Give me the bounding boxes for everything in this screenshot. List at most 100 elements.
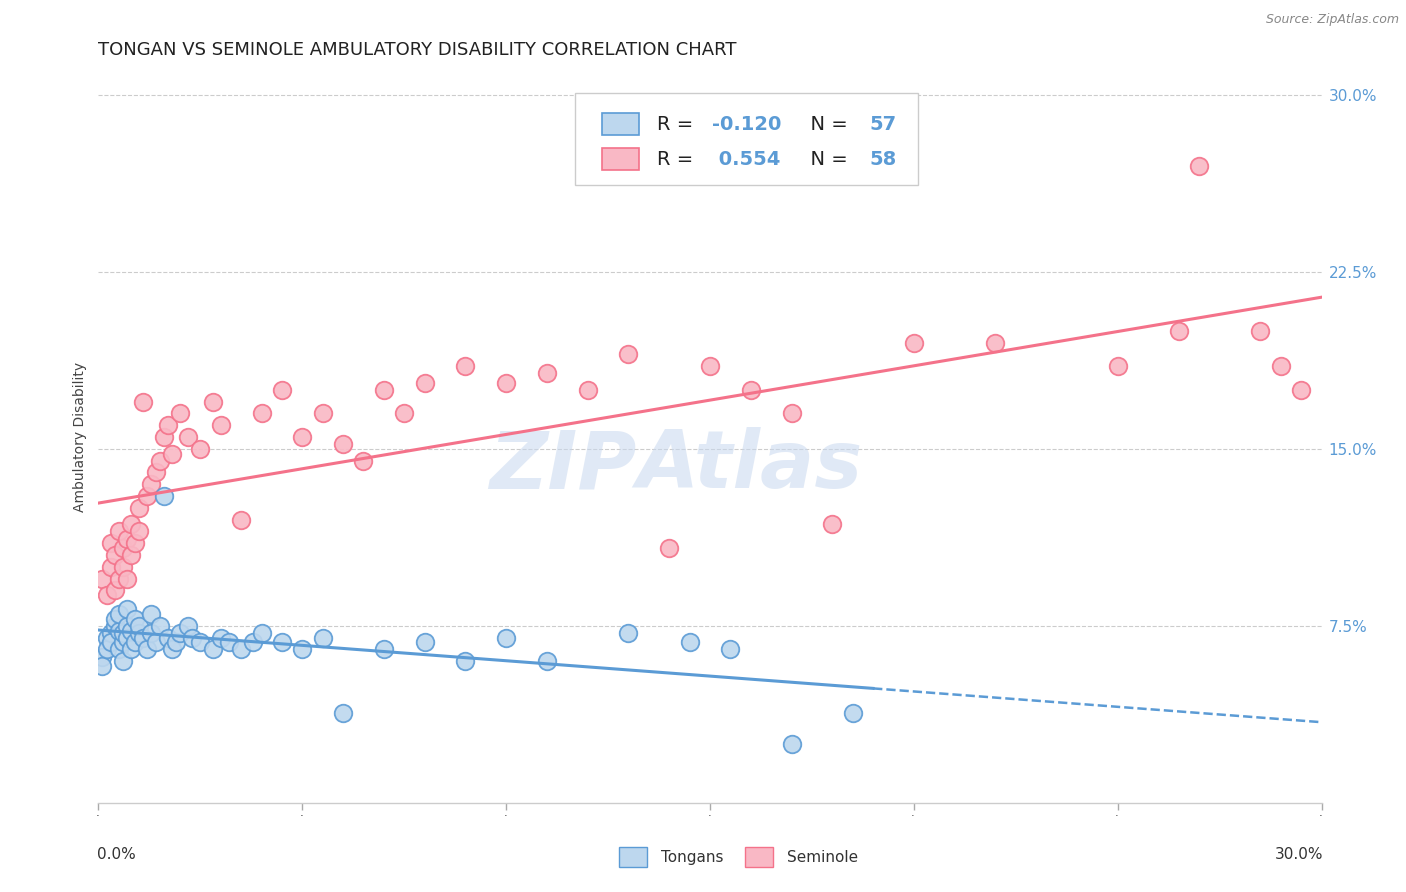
Point [136, 642, 159, 657]
Point [903, 335, 925, 350]
Point [104, 548, 127, 562]
Point [165, 635, 187, 649]
Point [100, 559, 122, 574]
Point [1249, 324, 1271, 338]
Point [104, 612, 127, 626]
Point [100, 635, 122, 649]
Point [780, 737, 803, 751]
Point [218, 635, 240, 649]
Point [740, 383, 762, 397]
Point [145, 635, 167, 649]
Text: N =: N = [799, 150, 853, 169]
Point [1167, 324, 1189, 338]
Point [181, 631, 204, 645]
Text: 57: 57 [869, 114, 896, 134]
Point [120, 624, 142, 638]
Point [188, 635, 212, 649]
Point [128, 619, 150, 633]
Point [156, 418, 179, 433]
Point [111, 654, 134, 668]
Point [242, 635, 264, 649]
Point [132, 631, 155, 645]
Text: Seminole: Seminole [787, 850, 859, 864]
Point [91, 659, 114, 673]
Text: 58: 58 [869, 150, 896, 169]
FancyBboxPatch shape [602, 113, 640, 135]
Point [454, 654, 477, 668]
Point [536, 654, 558, 668]
Point [250, 626, 273, 640]
Point [841, 706, 863, 720]
Point [291, 642, 314, 657]
Point [270, 383, 294, 397]
Point [495, 376, 517, 390]
Text: 30.0%: 30.0% [1274, 847, 1323, 862]
Point [392, 407, 416, 421]
Point [576, 383, 599, 397]
Point [312, 407, 335, 421]
Point [1270, 359, 1292, 374]
Point [617, 626, 640, 640]
Point [373, 642, 395, 657]
Point [104, 583, 127, 598]
Point [373, 383, 395, 397]
Point [149, 619, 172, 633]
Point [115, 631, 138, 645]
Text: Atlas: Atlas [637, 427, 863, 506]
Text: R =: R = [658, 150, 700, 169]
Point [115, 572, 138, 586]
Point [231, 513, 253, 527]
Text: Source: ZipAtlas.com: Source: ZipAtlas.com [1265, 13, 1399, 27]
Point [209, 631, 232, 645]
Point [128, 524, 150, 539]
Text: R =: R = [658, 114, 700, 134]
Point [188, 442, 212, 456]
Point [291, 430, 314, 444]
Text: -0.120: -0.120 [713, 114, 782, 134]
Point [177, 430, 200, 444]
Point [115, 532, 138, 546]
Point [120, 548, 142, 562]
Point [91, 649, 114, 664]
Point [352, 453, 374, 467]
Point [231, 642, 253, 657]
Point [108, 572, 131, 586]
Point [96, 642, 118, 657]
Point [270, 635, 294, 649]
Point [115, 619, 138, 633]
Point [1107, 359, 1129, 374]
Text: 0.0%: 0.0% [97, 847, 136, 862]
Point [984, 335, 1007, 350]
Point [413, 376, 436, 390]
Point [141, 607, 163, 621]
Point [108, 624, 131, 638]
Point [132, 394, 155, 409]
Point [128, 626, 150, 640]
Point [1291, 383, 1313, 397]
Point [91, 572, 114, 586]
Point [720, 642, 742, 657]
Point [617, 347, 640, 361]
Point [454, 359, 477, 374]
Point [495, 631, 517, 645]
Point [152, 489, 174, 503]
Point [96, 588, 118, 602]
Point [104, 619, 127, 633]
Point [250, 407, 273, 421]
Point [136, 489, 159, 503]
Point [160, 642, 183, 657]
Point [141, 626, 163, 640]
Point [111, 626, 134, 640]
Text: N =: N = [799, 114, 853, 134]
Point [699, 359, 721, 374]
Point [160, 447, 183, 461]
Point [111, 635, 134, 649]
Point [536, 367, 558, 381]
Point [100, 626, 122, 640]
Point [108, 642, 131, 657]
Text: Tongans: Tongans [661, 850, 723, 864]
Point [120, 642, 142, 657]
Point [169, 626, 191, 640]
Point [96, 631, 118, 645]
Text: 0.554: 0.554 [713, 150, 780, 169]
